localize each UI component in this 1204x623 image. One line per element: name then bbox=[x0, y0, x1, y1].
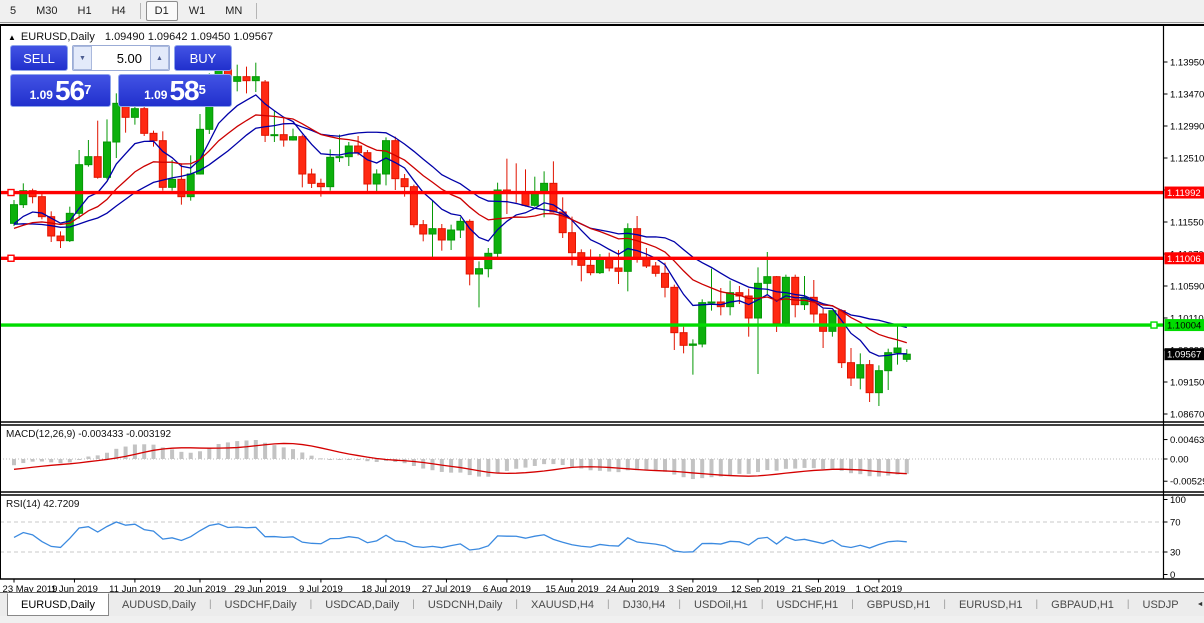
svg-text:1.10590: 1.10590 bbox=[1170, 282, 1204, 293]
tab-separator: | bbox=[607, 599, 610, 610]
timeframe-button-MN[interactable]: MN bbox=[225, 5, 243, 17]
buy-price-pipette: 5 bbox=[198, 82, 206, 97]
svg-text:11 Jun 2019: 11 Jun 2019 bbox=[109, 584, 161, 594]
chart-tab-DJ30-H4[interactable]: DJ30,H4 bbox=[622, 598, 666, 611]
tab-separator: | bbox=[943, 599, 946, 610]
volume-stepper: ▼ 5.00 ▲ bbox=[72, 45, 170, 71]
chart-tab-USDOil-H1[interactable]: USDOil,H1 bbox=[694, 598, 748, 611]
svg-text:29 Jun 2019: 29 Jun 2019 bbox=[234, 584, 286, 594]
chart-symbol-label: EURUSD,Daily bbox=[20, 31, 95, 43]
svg-text:9 Jul 2019: 9 Jul 2019 bbox=[299, 584, 343, 594]
buy-price-pips: 58 bbox=[169, 75, 199, 106]
svg-text:1.11992: 1.11992 bbox=[1167, 188, 1201, 199]
svg-text:-0.00529: -0.00529 bbox=[1170, 477, 1204, 488]
svg-text:23 May 2019: 23 May 2019 bbox=[3, 584, 58, 594]
svg-text:1.08670: 1.08670 bbox=[1170, 410, 1204, 421]
sell-price-pips: 56 bbox=[54, 75, 85, 106]
tab-separator: | bbox=[678, 599, 682, 610]
sell-price-display[interactable]: 1.09 56 7 bbox=[10, 74, 111, 107]
chart-tab-GBPUSD-H1[interactable]: GBPUSD,H1 bbox=[866, 598, 931, 611]
sell-button[interactable]: SELL bbox=[10, 45, 68, 71]
chart-tab-EURUSD-H1[interactable]: EURUSD,H1 bbox=[958, 598, 1023, 611]
svg-text:21 Sep 2019: 21 Sep 2019 bbox=[792, 584, 846, 594]
chart-tab-USDCNH-Daily[interactable]: USDCNH,Daily bbox=[427, 598, 503, 611]
volume-increase-icon[interactable]: ▲ bbox=[150, 46, 169, 70]
svg-text:1 Jun 2019: 1 Jun 2019 bbox=[51, 584, 98, 594]
svg-text:30: 30 bbox=[1170, 548, 1181, 559]
sell-price-big-figure: 1.09 bbox=[29, 88, 53, 102]
chart-header: ▲ EURUSD,Daily 1.09490 1.09642 1.09450 1… bbox=[8, 31, 273, 43]
timeframe-button-H4[interactable]: H4 bbox=[111, 5, 126, 17]
svg-text:15 Aug 2019: 15 Aug 2019 bbox=[545, 584, 598, 594]
tab-separator: | bbox=[851, 599, 854, 610]
volume-decrease-icon[interactable]: ▼ bbox=[73, 46, 92, 70]
svg-text:0: 0 bbox=[1170, 570, 1175, 581]
chart-tab-GBPAUD-H1[interactable]: GBPAUD,H1 bbox=[1051, 598, 1114, 611]
svg-text:1.13950: 1.13950 bbox=[1170, 58, 1204, 69]
buy-button[interactable]: BUY bbox=[174, 45, 232, 71]
volume-input[interactable]: 5.00 bbox=[116, 50, 142, 66]
tab-scroll-left-icon[interactable]: ◄ bbox=[1196, 601, 1204, 608]
timeframe-button-5[interactable]: 5 bbox=[10, 5, 17, 17]
svg-text:18 Jul 2019: 18 Jul 2019 bbox=[361, 584, 410, 594]
tab-separator: | bbox=[208, 599, 212, 610]
macd-indicator-label: MACD(12,26,9) -0.003433 -0.003192 bbox=[6, 429, 172, 440]
buy-price-big-figure: 1.09 bbox=[144, 88, 168, 102]
tab-separator: | bbox=[515, 599, 519, 610]
sell-price-pipette: 7 bbox=[84, 82, 92, 97]
timeframe-button-M30[interactable]: M30 bbox=[36, 5, 58, 17]
tab-separator: | bbox=[412, 599, 415, 610]
toolbar-separator bbox=[256, 3, 258, 19]
chart-tab-USDCAD-Daily[interactable]: USDCAD,Daily bbox=[325, 598, 400, 611]
chart-tab-USDCHF-Daily[interactable]: USDCHF,Daily bbox=[224, 598, 297, 611]
timeframe-toolbar: 5 M30 H1 H4 D1 W1 MN bbox=[0, 0, 1204, 23]
timeframe-button-H1[interactable]: H1 bbox=[77, 5, 92, 17]
chart-tab-bar: EURUSD,Daily AUDUSD,Daily | USDCHF,Daily | US… bbox=[0, 592, 1204, 616]
svg-text:6 Aug 2019: 6 Aug 2019 bbox=[483, 584, 531, 594]
svg-text:1.11006: 1.11006 bbox=[1167, 254, 1201, 265]
tab-separator: | bbox=[309, 599, 313, 610]
chart-tab-EURUSD-Daily[interactable]: EURUSD,Daily bbox=[7, 593, 109, 616]
chart-tab-AUDUSD-Daily[interactable]: AUDUSD,Daily bbox=[121, 598, 196, 611]
chart-tab-XAUUSD-H4[interactable]: XAUUSD,H4 bbox=[531, 598, 594, 611]
tab-separator: | bbox=[1126, 599, 1130, 610]
svg-text:1.10004: 1.10004 bbox=[1167, 321, 1201, 332]
rsi-indicator-label: RSI(14) 42.7209 bbox=[6, 499, 80, 510]
svg-text:12 Sep 2019: 12 Sep 2019 bbox=[731, 584, 785, 594]
chart-tab-USDCHF-H1[interactable]: USDCHF,H1 bbox=[776, 598, 839, 611]
svg-text:27 Jul 2019: 27 Jul 2019 bbox=[422, 584, 471, 594]
tab-scrollers: ◄► bbox=[1192, 593, 1204, 616]
price-chart-svg[interactable]: 1.139501.134701.129901.125101.120301.115… bbox=[0, 26, 1204, 594]
chart-window: 1.139501.134701.129901.125101.120301.115… bbox=[0, 24, 1204, 594]
svg-text:1.12510: 1.12510 bbox=[1170, 154, 1204, 165]
svg-text:0.00463: 0.00463 bbox=[1170, 435, 1204, 446]
one-click-trade-panel: SELL ▼ 5.00 ▲ BUY 1.09 56 7 1.09 58 5 bbox=[10, 45, 232, 107]
timeframe-button-W1[interactable]: W1 bbox=[188, 5, 206, 17]
status-strip bbox=[0, 616, 1204, 623]
toolbar-separator bbox=[139, 3, 141, 19]
timeframe-button-D1[interactable]: D1 bbox=[145, 1, 178, 21]
buy-price-display[interactable]: 1.09 58 5 bbox=[118, 74, 232, 107]
svg-text:70: 70 bbox=[1170, 518, 1181, 529]
svg-text:1.11550: 1.11550 bbox=[1170, 218, 1204, 229]
tab-separator: | bbox=[1035, 599, 1039, 610]
svg-text:1.13470: 1.13470 bbox=[1170, 90, 1204, 101]
svg-text:1 Oct 2019: 1 Oct 2019 bbox=[856, 584, 902, 594]
svg-text:100: 100 bbox=[1170, 495, 1186, 506]
svg-text:1.09567: 1.09567 bbox=[1167, 350, 1201, 361]
svg-text:1.12990: 1.12990 bbox=[1170, 122, 1204, 133]
svg-text:3 Sep 2019: 3 Sep 2019 bbox=[669, 584, 718, 594]
chart-ohlc-values: 1.09490 1.09642 1.09450 1.09567 bbox=[104, 31, 274, 43]
svg-text:0.00: 0.00 bbox=[1170, 455, 1189, 466]
svg-text:1.09150: 1.09150 bbox=[1170, 378, 1204, 389]
svg-text:20 Jun 2019: 20 Jun 2019 bbox=[174, 584, 226, 594]
svg-text:24 Aug 2019: 24 Aug 2019 bbox=[606, 584, 659, 594]
tab-separator: | bbox=[760, 599, 764, 610]
svg-text:1.10110: 1.10110 bbox=[1170, 314, 1204, 325]
collapse-panel-icon[interactable]: ▲ bbox=[8, 32, 16, 42]
chart-tab-USDJP[interactable]: USDJP bbox=[1142, 598, 1179, 611]
